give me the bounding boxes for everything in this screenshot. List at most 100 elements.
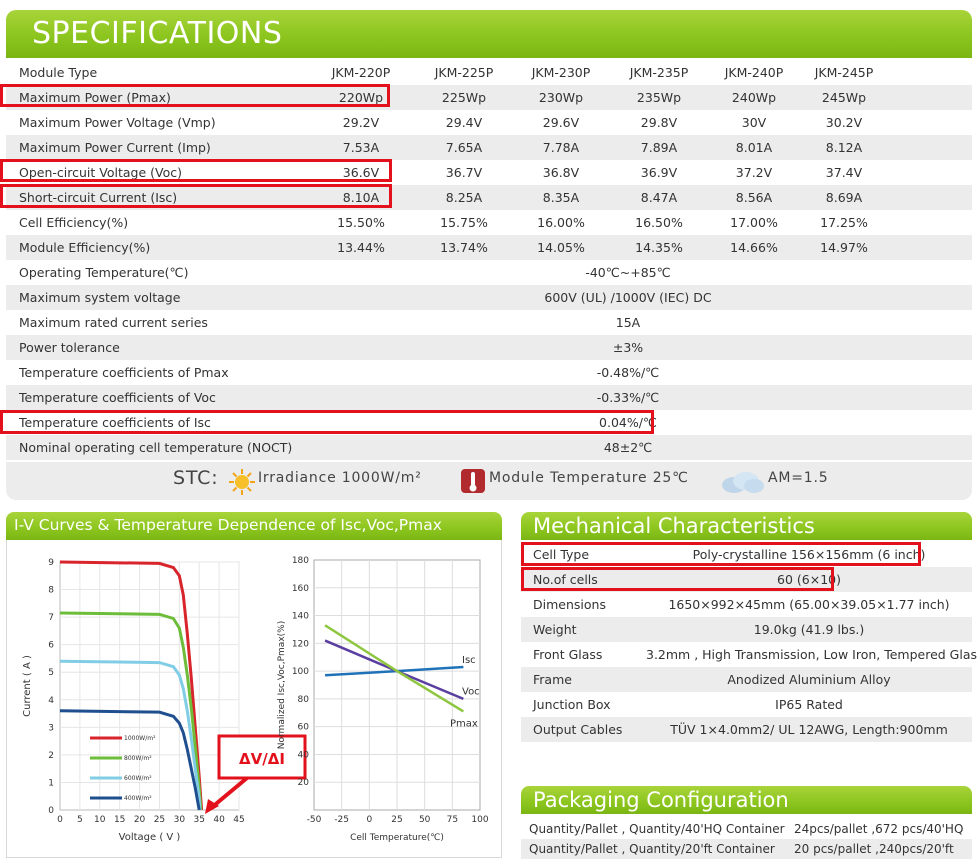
table-cell: 29.8V [640,115,678,130]
legend-label: 400W/m² [124,795,152,802]
table-row: Maximum rated current series 15A [6,310,972,335]
iv-panel-title: I-V Curves & Temperature Dependence of I… [14,516,442,534]
table-cell: 8.56A [735,190,773,205]
table-row-label: Front Glass [533,647,603,662]
table-cell: 15.50% [337,215,385,230]
table-cell: 7.89A [640,140,678,155]
table-row-label: Cell Efficiency(%) [19,215,129,230]
table-row: Frame Anodized Aluminium Alloy [521,667,972,692]
y-tick-label: 5 [48,668,54,678]
model-column: JKM-225P [434,65,494,80]
table-row: Temperature coefficients of Pmax -0.48%/℃ [6,360,972,385]
table-cell: 15.75% [440,215,488,230]
table-cell: Poly-crystalline 156×156mm (6 inch) [692,547,926,562]
table-cell: 7.78A [542,140,580,155]
module-temperature-text: Module Temperature 25℃ [489,470,689,486]
table-row-label: Power tolerance [19,340,120,355]
model-column: JKM-230P [531,65,591,80]
y-tick-label: 3 [48,723,54,733]
table-row: Quantity/Pallet , Quantity/20'ft Contain… [521,839,972,859]
table-row-label: Module Type [19,65,98,80]
table-cell: 36.7V [445,165,483,180]
table-row: Cell Type Poly-crystalline 156×156mm (6 i… [521,542,972,567]
packaging-title: Packaging Configuration [533,788,789,812]
table-cell: 220Wp [338,90,384,105]
y-tick-label: 120 [292,639,309,649]
x-tick-label: 35 [193,815,204,825]
table-row-label: Short-circuit Current (Isc) [19,190,178,205]
y-tick-label: 20 [298,778,310,788]
table-cell: 8.01A [735,140,773,155]
highlight-box [0,184,392,208]
y-tick-label: 0 [48,806,54,816]
table-cell: 8.35A [542,190,580,205]
y-tick-label: 40 [298,750,310,760]
highlight-box [0,159,392,182]
table-row-label: Temperature coefficients of Pmax [19,365,229,380]
table-cell: 7.65A [445,140,483,155]
table-row-label: Dimensions [533,597,606,612]
irradiance-text: Irradiance 1000W/m² [258,470,422,486]
series-line [59,611,203,811]
x-tick-label: 100 [471,815,488,825]
table-cell: 37.2V [735,165,773,180]
y-axis-label: Normalized Isc,Voc,Pmax(%) [277,621,287,749]
table-row: Weight 19.0kg (41.9 lbs.) [521,617,972,642]
x-tick-label: 40 [213,815,225,825]
table-cell: TÜV 1×4.0mm2/ UL 12AWG, Length:900mm [670,722,948,737]
table-row: Open-circuit Voltage (Voc) 36.6V 36.7V 36.8… [6,160,972,185]
table-cell: 13.74% [440,240,488,255]
table-cell: 36.8V [542,165,580,180]
table-cell: 600V (UL) /1000V (IEC) DC [544,290,712,305]
y-tick-label: 100 [292,667,309,677]
table-cell: 17.25% [820,215,868,230]
table-row: Output Cables TÜV 1×4.0mm2/ UL 12AWG, Len… [521,717,972,742]
annotation-arrow [209,776,249,810]
legend-label: 600W/m² [124,775,152,782]
table-row-label: Cell Type [533,547,590,562]
iv-panel-header: I-V Curves & Temperature Dependence of I… [6,512,502,540]
iv-panel: 0 5 10 15 20 25 30 35 40 45 0 1 2 3 4 5 6 7 8 9 Voltage ( V … [6,540,502,858]
thermometer-icon [461,469,485,493]
table-cell: 240Wp [731,90,777,105]
table-cell: 14.97% [820,240,868,255]
x-tick-label: 25 [154,815,165,825]
table-row: Power tolerance ±3% [6,335,972,360]
table-row: Quantity/Pallet , Quantity/40'HQ Contain… [521,819,972,839]
table-cell: 8.25A [445,190,483,205]
y-tick-label: 140 [292,612,309,622]
table-row: Module Efficiency(%) 13.44% 13.74% 14.05% 14… [6,235,972,260]
table-row: Junction Box IP65 Rated [521,692,972,717]
table-cell: 29.2V [342,115,380,130]
x-tick-label: 10 [94,815,106,825]
y-tick-label: 4 [48,696,54,706]
y-axis-label: Current ( A ) [22,655,33,717]
mechanical-header: Mechanical Characteristics [521,512,972,540]
table-cell: 17.00% [730,215,778,230]
table-row-label: Operating Temperature(℃) [19,265,189,280]
annotation-arrowhead [205,799,219,814]
plot-area [59,561,240,811]
stc-strip: STC: Irradiance 1000W/m² Module Temperat… [6,462,972,500]
table-row-label: Maximum Power Voltage (Vmp) [19,115,216,130]
table-row: Dimensions 1650×992×45mm (65.00×39.05×1.7… [521,592,972,617]
table-cell: 36.9V [640,165,678,180]
table-cell: 37.4V [825,165,863,180]
table-cell: 15A [615,315,641,330]
table-row-label: Module Efficiency(%) [19,240,151,255]
y-tick-label: 7 [48,613,54,623]
highlight-box [521,542,921,566]
table-cell: 225Wp [441,90,487,105]
cloud-icon [722,472,764,493]
page-title: SPECIFICATIONS [32,16,283,51]
series-label-voc: Voc [462,687,480,698]
x-tick-label: 0 [57,815,63,825]
table-row-label: Output Cables [533,722,623,737]
table-cell: 16.50% [635,215,683,230]
highlight-box [0,84,390,107]
table-row-label: Temperature coefficients of Voc [19,390,216,405]
y-tick-label: 6 [48,641,54,651]
table-cell: 24pcs/pallet ,672 pcs/40'HQ [794,822,964,836]
table-cell: 30V [741,115,767,130]
x-tick-label: 20 [134,815,146,825]
